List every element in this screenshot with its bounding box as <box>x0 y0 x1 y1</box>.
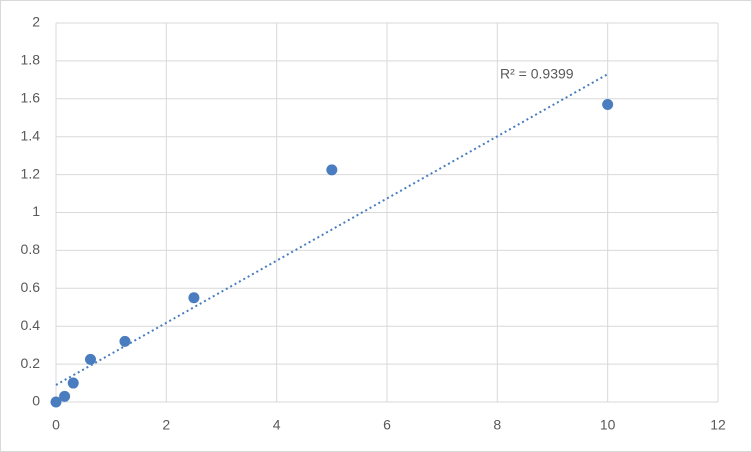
y-tick-label: 1 <box>32 203 40 219</box>
point <box>67 377 79 389</box>
x-tick-label: 6 <box>383 417 391 433</box>
y-tick-label: 0.2 <box>21 355 41 371</box>
point <box>119 335 131 347</box>
y-tick-label: 2 <box>32 14 40 30</box>
y-tick-label: 1.4 <box>21 127 41 143</box>
x-tick-label: 10 <box>600 417 616 433</box>
x-tick-label: 0 <box>52 417 60 433</box>
y-tick-label: 1.6 <box>21 90 41 106</box>
x-tick-label: 2 <box>162 417 170 433</box>
point <box>602 98 614 110</box>
point <box>50 396 62 408</box>
y-tick-label: 1.8 <box>21 52 41 68</box>
y-tick-label: 0.8 <box>21 241 41 257</box>
y-tick-label: 0 <box>32 393 40 409</box>
x-tick-label: 8 <box>493 417 501 433</box>
point <box>59 390 71 402</box>
point <box>188 292 200 304</box>
y-tick-label: 0.6 <box>21 279 41 295</box>
y-tick-label: 0.4 <box>21 317 41 333</box>
annotation: R² = 0.9399 <box>500 66 574 82</box>
point <box>84 353 96 365</box>
y-tick-label: 1.2 <box>21 165 41 181</box>
trendline <box>55 73 609 386</box>
point <box>326 164 338 176</box>
x-tick-label: 4 <box>273 417 281 433</box>
x-tick-label: 12 <box>710 417 726 433</box>
